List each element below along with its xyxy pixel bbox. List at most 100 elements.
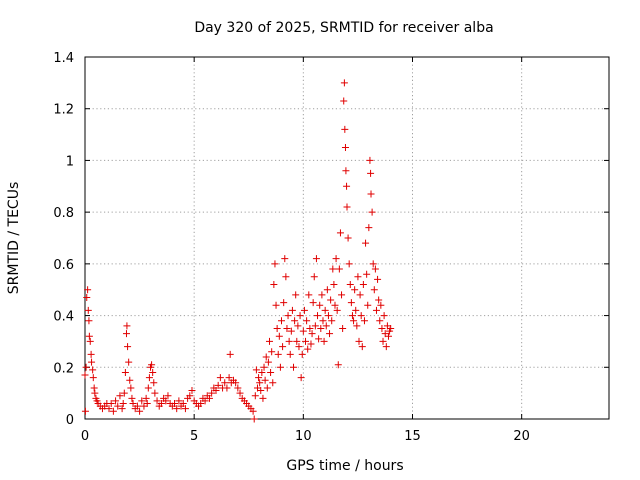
data-points xyxy=(81,79,395,423)
y-tick-label: 1 xyxy=(66,154,74,169)
data-point xyxy=(264,358,272,366)
data-point xyxy=(128,394,136,402)
data-point xyxy=(317,325,325,332)
data-point xyxy=(260,363,268,371)
data-point xyxy=(352,306,360,314)
data-point xyxy=(87,350,95,358)
data-point xyxy=(88,358,96,366)
data-point xyxy=(250,415,258,423)
data-point xyxy=(368,208,376,216)
data-point xyxy=(270,281,278,289)
data-point xyxy=(85,317,93,325)
data-point xyxy=(315,335,323,343)
data-point xyxy=(81,371,89,379)
data-point xyxy=(148,361,156,369)
data-point xyxy=(302,337,310,345)
data-point xyxy=(164,392,172,400)
data-point xyxy=(257,387,265,395)
data-point xyxy=(188,387,196,395)
data-point xyxy=(225,374,233,382)
data-point xyxy=(339,325,347,332)
data-point xyxy=(236,389,244,397)
data-point xyxy=(295,343,303,351)
data-point xyxy=(186,392,194,400)
plot-frame xyxy=(84,56,610,420)
data-point xyxy=(258,368,266,376)
data-point xyxy=(296,312,304,320)
data-point xyxy=(294,322,302,330)
data-point xyxy=(162,397,170,405)
data-point xyxy=(83,293,91,301)
data-point xyxy=(353,322,361,330)
data-point xyxy=(107,399,115,407)
data-point xyxy=(357,312,365,320)
data-point xyxy=(333,306,341,314)
data-point xyxy=(272,301,280,309)
data-point xyxy=(201,397,209,405)
x-tick-labels: 0 5 10 15 20 xyxy=(81,429,530,444)
data-point xyxy=(256,379,264,387)
data-point xyxy=(181,405,189,413)
data-point xyxy=(285,337,293,345)
data-point xyxy=(360,317,368,325)
data-point xyxy=(336,229,344,237)
data-point xyxy=(251,392,259,400)
y-tick-label: 1.2 xyxy=(53,103,74,118)
data-point xyxy=(120,389,128,397)
data-point xyxy=(341,144,349,151)
data-point xyxy=(124,343,132,351)
data-point xyxy=(149,368,157,376)
data-point xyxy=(324,312,332,320)
data-point xyxy=(375,296,383,304)
data-point xyxy=(355,337,363,345)
data-point xyxy=(279,343,287,351)
data-point xyxy=(84,306,92,314)
data-point xyxy=(112,397,120,405)
data-point xyxy=(364,301,372,309)
data-point xyxy=(281,255,289,263)
data-point xyxy=(86,337,94,345)
x-tick-label: 5 xyxy=(190,429,198,444)
data-point xyxy=(150,379,158,387)
data-point xyxy=(292,291,300,299)
data-point xyxy=(116,392,124,400)
data-point xyxy=(275,332,283,340)
data-point xyxy=(291,317,299,325)
data-point xyxy=(85,332,93,340)
data-point xyxy=(255,374,263,382)
data-point xyxy=(143,399,151,407)
data-point xyxy=(197,399,205,407)
data-point xyxy=(90,384,98,392)
data-point xyxy=(138,397,146,405)
data-point xyxy=(343,203,351,211)
data-point xyxy=(119,399,127,407)
data-point xyxy=(129,399,137,407)
data-point xyxy=(305,291,313,299)
data-point xyxy=(125,358,133,366)
data-point xyxy=(271,260,279,268)
data-point xyxy=(308,330,316,338)
data-point xyxy=(384,332,392,340)
data-point xyxy=(212,387,220,395)
data-point xyxy=(290,363,298,371)
data-point xyxy=(121,368,129,376)
data-point xyxy=(331,301,339,309)
data-point xyxy=(142,394,150,402)
data-point xyxy=(179,399,187,407)
data-point xyxy=(265,337,273,345)
data-point xyxy=(153,397,161,405)
data-point xyxy=(267,368,275,376)
data-point xyxy=(332,255,340,263)
data-point xyxy=(144,384,152,392)
data-point xyxy=(326,330,334,338)
data-point xyxy=(311,322,319,330)
x-tick-label: 15 xyxy=(404,429,421,444)
data-point xyxy=(347,299,355,307)
data-point xyxy=(283,325,291,332)
data-point xyxy=(367,169,375,177)
data-point xyxy=(269,379,277,387)
data-point xyxy=(221,379,229,387)
data-point xyxy=(323,286,331,294)
y-tick-label: 1.4 xyxy=(53,51,74,66)
data-point xyxy=(276,363,284,371)
